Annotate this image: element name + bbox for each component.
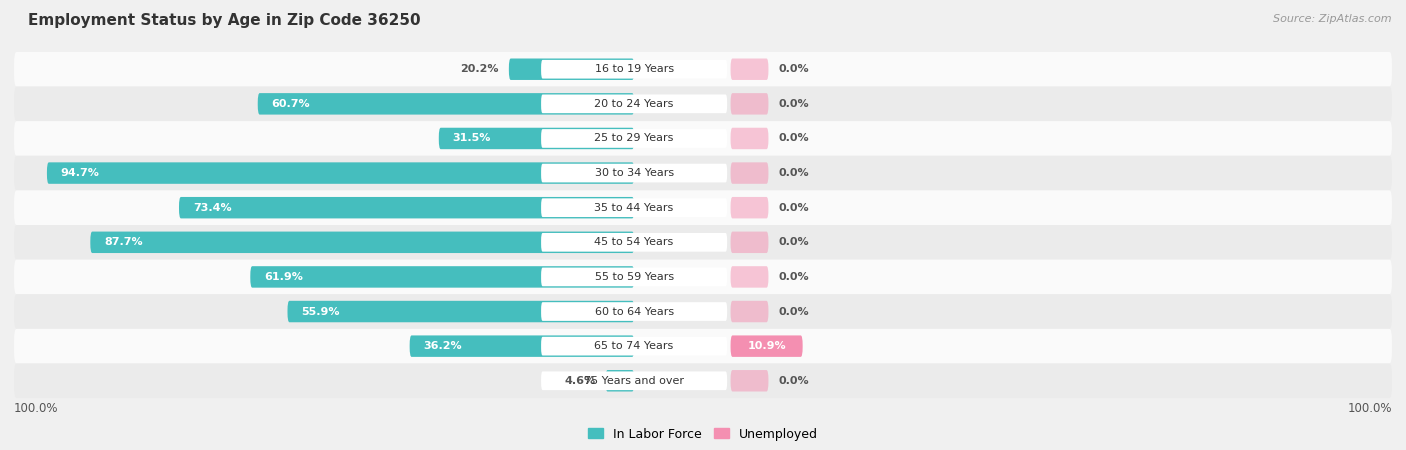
FancyBboxPatch shape xyxy=(90,232,634,253)
FancyBboxPatch shape xyxy=(541,302,727,321)
FancyBboxPatch shape xyxy=(287,301,634,322)
Text: Employment Status by Age in Zip Code 36250: Employment Status by Age in Zip Code 362… xyxy=(28,14,420,28)
FancyBboxPatch shape xyxy=(606,370,634,392)
Text: 20 to 24 Years: 20 to 24 Years xyxy=(595,99,673,109)
Text: 0.0%: 0.0% xyxy=(779,272,810,282)
FancyBboxPatch shape xyxy=(731,370,769,392)
FancyBboxPatch shape xyxy=(14,190,1392,225)
FancyBboxPatch shape xyxy=(509,58,634,80)
FancyBboxPatch shape xyxy=(14,225,1392,260)
FancyBboxPatch shape xyxy=(14,86,1392,121)
FancyBboxPatch shape xyxy=(257,93,634,115)
FancyBboxPatch shape xyxy=(541,268,727,286)
Text: 0.0%: 0.0% xyxy=(779,64,810,74)
Text: 73.4%: 73.4% xyxy=(193,202,232,213)
FancyBboxPatch shape xyxy=(541,198,727,217)
Text: 0.0%: 0.0% xyxy=(779,376,810,386)
Text: 45 to 54 Years: 45 to 54 Years xyxy=(595,237,673,248)
FancyBboxPatch shape xyxy=(731,93,769,115)
FancyBboxPatch shape xyxy=(14,121,1392,156)
Text: 25 to 29 Years: 25 to 29 Years xyxy=(595,134,673,144)
Text: 55.9%: 55.9% xyxy=(301,306,340,316)
Text: Source: ZipAtlas.com: Source: ZipAtlas.com xyxy=(1274,14,1392,23)
FancyBboxPatch shape xyxy=(541,337,727,356)
Text: 30 to 34 Years: 30 to 34 Years xyxy=(595,168,673,178)
FancyBboxPatch shape xyxy=(46,162,634,184)
Text: 55 to 59 Years: 55 to 59 Years xyxy=(595,272,673,282)
Text: 10.9%: 10.9% xyxy=(748,341,786,351)
FancyBboxPatch shape xyxy=(541,371,727,390)
Text: 0.0%: 0.0% xyxy=(779,237,810,248)
FancyBboxPatch shape xyxy=(731,197,769,218)
FancyBboxPatch shape xyxy=(731,301,769,322)
FancyBboxPatch shape xyxy=(731,266,769,288)
FancyBboxPatch shape xyxy=(731,232,769,253)
Legend: In Labor Force, Unemployed: In Labor Force, Unemployed xyxy=(583,423,823,446)
Text: 31.5%: 31.5% xyxy=(453,134,491,144)
FancyBboxPatch shape xyxy=(14,156,1392,190)
FancyBboxPatch shape xyxy=(731,335,803,357)
FancyBboxPatch shape xyxy=(541,233,727,252)
FancyBboxPatch shape xyxy=(541,129,727,148)
Text: 0.0%: 0.0% xyxy=(779,306,810,316)
Text: 35 to 44 Years: 35 to 44 Years xyxy=(595,202,673,213)
Text: 20.2%: 20.2% xyxy=(460,64,499,74)
Text: 0.0%: 0.0% xyxy=(779,134,810,144)
FancyBboxPatch shape xyxy=(541,94,727,113)
FancyBboxPatch shape xyxy=(731,128,769,149)
Text: 0.0%: 0.0% xyxy=(779,168,810,178)
Text: 61.9%: 61.9% xyxy=(264,272,302,282)
Text: 65 to 74 Years: 65 to 74 Years xyxy=(595,341,673,351)
FancyBboxPatch shape xyxy=(439,128,634,149)
Text: 100.0%: 100.0% xyxy=(14,402,59,415)
Text: 87.7%: 87.7% xyxy=(104,237,143,248)
FancyBboxPatch shape xyxy=(541,60,727,79)
Text: 60.7%: 60.7% xyxy=(271,99,311,109)
FancyBboxPatch shape xyxy=(14,364,1392,398)
FancyBboxPatch shape xyxy=(731,162,769,184)
FancyBboxPatch shape xyxy=(409,335,634,357)
FancyBboxPatch shape xyxy=(14,294,1392,329)
Text: 16 to 19 Years: 16 to 19 Years xyxy=(595,64,673,74)
Text: 36.2%: 36.2% xyxy=(423,341,463,351)
Text: 0.0%: 0.0% xyxy=(779,202,810,213)
FancyBboxPatch shape xyxy=(14,329,1392,364)
Text: 60 to 64 Years: 60 to 64 Years xyxy=(595,306,673,316)
FancyBboxPatch shape xyxy=(250,266,634,288)
Text: 0.0%: 0.0% xyxy=(779,99,810,109)
FancyBboxPatch shape xyxy=(731,58,769,80)
FancyBboxPatch shape xyxy=(179,197,634,218)
Text: 75 Years and over: 75 Years and over xyxy=(583,376,685,386)
FancyBboxPatch shape xyxy=(14,260,1392,294)
Text: 100.0%: 100.0% xyxy=(1347,402,1392,415)
Text: 94.7%: 94.7% xyxy=(60,168,100,178)
FancyBboxPatch shape xyxy=(14,52,1392,86)
Text: 4.6%: 4.6% xyxy=(564,376,595,386)
FancyBboxPatch shape xyxy=(541,164,727,182)
